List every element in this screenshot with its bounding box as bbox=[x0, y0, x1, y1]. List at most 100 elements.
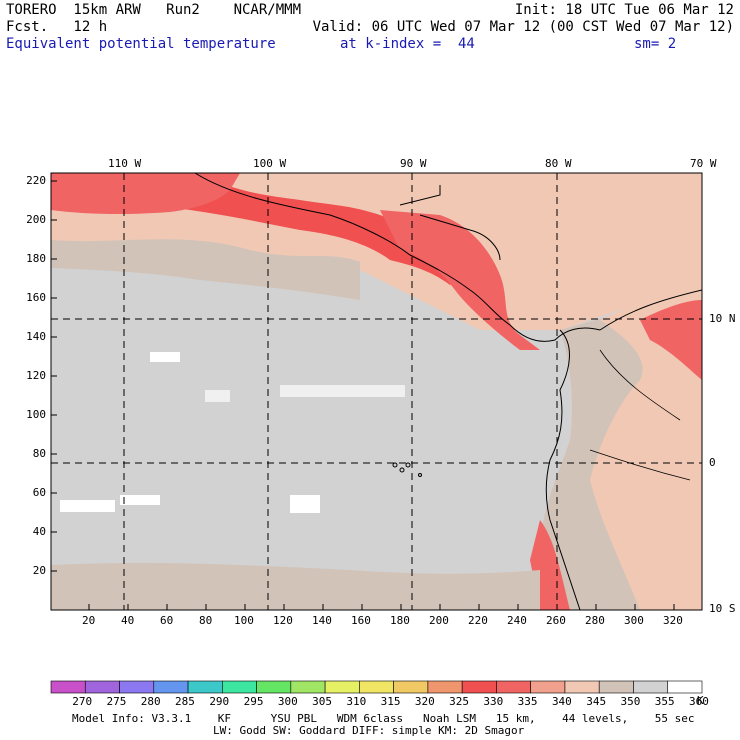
legend-value-label: 325 bbox=[449, 695, 470, 708]
map-panel bbox=[50, 172, 703, 611]
y-tick-label: 80 bbox=[32, 447, 46, 460]
map-frame bbox=[50, 172, 703, 611]
coastline-south-america-west bbox=[545, 329, 581, 610]
physics-info: LW: Godd SW: Goddard DIFF: simple KM: 2D… bbox=[213, 724, 525, 737]
x-tick-label: 100 bbox=[234, 614, 254, 627]
legend-swatch bbox=[393, 680, 429, 694]
x-tick-label: 280 bbox=[585, 614, 605, 627]
legend-value-label: 290 bbox=[209, 695, 230, 708]
lon-label: 80 W bbox=[545, 157, 572, 170]
y-tick-label: 140 bbox=[26, 330, 46, 343]
lon-label: 110 W bbox=[108, 157, 142, 170]
x-tick-label: 240 bbox=[507, 614, 527, 627]
y-tick-label: 100 bbox=[26, 408, 46, 421]
legend-value-label: 270 bbox=[72, 695, 93, 708]
white-patch bbox=[290, 495, 320, 513]
white-patch bbox=[150, 352, 180, 362]
header-valid-time: Valid: 06 UTC Wed 07 Mar 12 (00 CST Wed … bbox=[312, 19, 734, 35]
legend-value-label: 335 bbox=[517, 695, 538, 708]
legend-value-label: 275 bbox=[106, 695, 127, 708]
legend-swatch bbox=[119, 680, 155, 694]
legend-value-label: 355 bbox=[654, 695, 675, 708]
legend-value-label: 310 bbox=[346, 695, 367, 708]
x-tick-label: 60 bbox=[160, 614, 174, 627]
axis-ticks bbox=[51, 180, 675, 610]
level-text: at k-index = 44 bbox=[340, 36, 475, 52]
legend-swatch bbox=[324, 680, 360, 694]
legend-swatch bbox=[496, 680, 531, 694]
x-tick-label: 260 bbox=[546, 614, 566, 627]
legend-value-label: 345 bbox=[586, 695, 607, 708]
coastline-central-america bbox=[194, 173, 601, 342]
y-tick-label: 120 bbox=[26, 369, 46, 382]
legend-swatch bbox=[667, 680, 703, 694]
legend-swatch bbox=[290, 680, 326, 694]
country-borders bbox=[589, 349, 691, 481]
lon-label: 70 W bbox=[690, 157, 717, 170]
legend-value-label: 330 bbox=[483, 695, 504, 708]
y-tick-label: 180 bbox=[26, 252, 46, 265]
legend-swatch bbox=[598, 680, 634, 694]
legend-swatch bbox=[359, 680, 394, 694]
y-tick-label: 60 bbox=[32, 486, 46, 499]
legend-swatch bbox=[564, 680, 600, 694]
legend-value-label: 280 bbox=[140, 695, 161, 708]
legend-swatch bbox=[427, 680, 463, 694]
y-tick-label: 20 bbox=[32, 564, 46, 577]
galapagos-islands bbox=[392, 462, 422, 477]
legend-swatch bbox=[530, 680, 566, 694]
legend-value-label: 300 bbox=[277, 695, 298, 708]
legend-swatch bbox=[84, 680, 120, 694]
legend-swatch bbox=[256, 680, 292, 694]
lat-lon-grid bbox=[51, 173, 702, 610]
white-patch bbox=[205, 390, 230, 402]
x-tick-label: 180 bbox=[390, 614, 410, 627]
taupe-band-south bbox=[51, 562, 540, 610]
warm-northwest bbox=[51, 173, 240, 215]
x-tick-label: 320 bbox=[663, 614, 683, 627]
legend-value-label: 315 bbox=[380, 695, 401, 708]
legend-value-label: 295 bbox=[243, 695, 264, 708]
legend-value-label: 340 bbox=[551, 695, 572, 708]
x-tick-label: 200 bbox=[429, 614, 449, 627]
map-field bbox=[51, 173, 702, 610]
coastline-caribbean bbox=[599, 289, 702, 331]
y-tick-label: 160 bbox=[26, 291, 46, 304]
legend-swatch bbox=[222, 680, 257, 694]
tan-region-east bbox=[590, 285, 702, 610]
field-name: Equivalent potential temperature bbox=[6, 36, 276, 52]
x-tick-label: 160 bbox=[351, 614, 371, 627]
warm-central-america bbox=[380, 210, 540, 350]
coastline-yucatan bbox=[399, 185, 501, 261]
legend-value-label: 360 bbox=[689, 695, 709, 708]
x-tick-label: 80 bbox=[199, 614, 213, 627]
header-title: TORERO 15km ARW Run2 NCAR/MMM bbox=[6, 2, 302, 18]
legend-swatches bbox=[50, 680, 703, 694]
white-patch bbox=[120, 495, 160, 505]
white-patch bbox=[60, 500, 115, 512]
legend-value-label: 320 bbox=[414, 695, 435, 708]
legend-value-label: 285 bbox=[175, 695, 195, 708]
lat-label: 0 bbox=[709, 456, 716, 469]
legend-unit: K bbox=[697, 694, 704, 707]
legend-swatch bbox=[187, 680, 223, 694]
lat-label: 10 N bbox=[709, 312, 736, 325]
x-tick-label: 140 bbox=[312, 614, 332, 627]
lon-label: 100 W bbox=[253, 157, 287, 170]
y-tick-label: 220 bbox=[26, 174, 46, 187]
y-tick-label: 40 bbox=[32, 525, 46, 538]
legend-swatch bbox=[50, 680, 86, 694]
legend-swatch bbox=[153, 680, 189, 694]
legend-value-label: 350 bbox=[620, 695, 641, 708]
x-tick-label: 120 bbox=[273, 614, 293, 627]
x-tick-label: 220 bbox=[468, 614, 488, 627]
header-init-time: Init: 18 UTC Tue 06 Mar 12 bbox=[514, 2, 734, 18]
x-tick-label: 20 bbox=[82, 614, 96, 627]
model-info: Model Info: V3.3.1 KF YSU PBL WDM 6class… bbox=[72, 712, 695, 725]
lat-label: 10 S bbox=[709, 602, 736, 615]
x-tick-label: 40 bbox=[121, 614, 135, 627]
legend-swatch bbox=[633, 680, 669, 694]
y-tick-label: 200 bbox=[26, 213, 46, 226]
lon-label: 90 W bbox=[400, 157, 427, 170]
taupe-band bbox=[51, 239, 360, 300]
